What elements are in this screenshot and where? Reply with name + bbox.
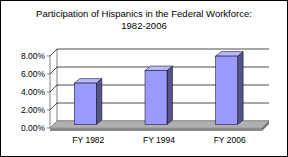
tick	[47, 56, 50, 57]
chart: Participation of Hispanics in the Federa…	[0, 0, 288, 157]
bar-side	[167, 66, 173, 125]
bar-side	[238, 52, 244, 125]
bar-side	[96, 79, 102, 125]
bars	[74, 52, 243, 125]
bar-front	[216, 56, 238, 124]
floor-side	[262, 121, 269, 131]
tick-label: 0.00%	[21, 123, 46, 133]
category-label: FY 1994	[143, 135, 175, 145]
tick	[47, 74, 50, 75]
title: Participation of Hispanics in the Federa…	[36, 8, 252, 31]
bar	[74, 79, 102, 125]
bar-top	[216, 52, 244, 57]
tick-label: 4.00%	[21, 87, 46, 97]
bar	[216, 52, 244, 125]
bar-front	[145, 71, 167, 125]
bar-top	[74, 79, 102, 84]
grid-line	[50, 49, 269, 56]
bar-front	[74, 83, 96, 124]
category-label: FY 1982	[72, 135, 104, 145]
category-label: FY 2006	[214, 135, 246, 145]
frame	[1, 1, 288, 157]
floor-edge	[50, 128, 262, 131]
bar	[145, 66, 173, 125]
tick-label: 2.00%	[21, 105, 46, 115]
tick-label: 6.00%	[21, 69, 46, 79]
tick	[47, 128, 50, 129]
tick-label: 8.00%	[21, 51, 46, 61]
tick	[47, 92, 50, 93]
bar-top	[145, 66, 173, 71]
tick	[47, 110, 50, 111]
